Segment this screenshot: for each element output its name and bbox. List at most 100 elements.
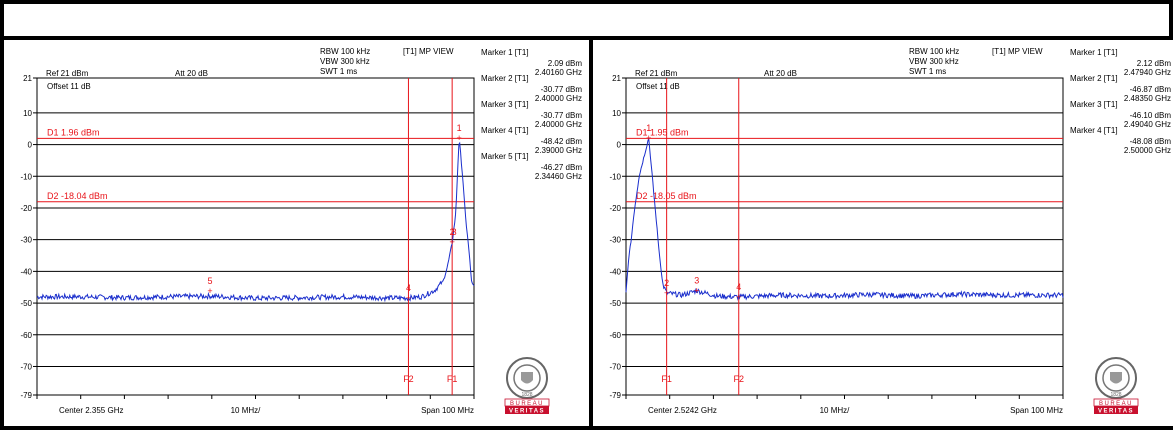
marker-3-frequency: 2.40000 GHz xyxy=(535,120,582,129)
marker-label-2: 2 xyxy=(664,278,669,288)
logo-bottom-band xyxy=(505,406,549,414)
attenuation-label: Att 20 dB xyxy=(175,69,208,78)
y-tick-label: -70 xyxy=(609,362,621,371)
frequency-line-label-f1: F1 xyxy=(661,374,672,384)
center-frequency-label: Center 2.5242 GHz xyxy=(648,406,717,415)
marker-symbol-4: + xyxy=(406,293,411,303)
plot-area xyxy=(625,77,1064,396)
bureau-veritas-logo: 1828 BUREAU VERITAS xyxy=(1093,357,1139,415)
ref-level-label: Ref 21 dBm xyxy=(46,69,89,78)
swt-label: SWT 1 ms xyxy=(909,67,946,76)
y-tick-label: 0 xyxy=(617,141,622,150)
y-tick-label: 21 xyxy=(612,74,621,83)
marker-2-frequency: 2.40000 GHz xyxy=(535,94,582,103)
marker-5-title: Marker 5 [T1] xyxy=(481,152,529,161)
frequency-line-label-f2: F2 xyxy=(733,374,744,384)
display-line-label-2: D2 -18.04 dBm xyxy=(47,191,108,201)
marker-1-level: 2.12 dBm xyxy=(1137,59,1172,68)
y-tick-label: -20 xyxy=(20,204,32,213)
panel-divider xyxy=(589,36,593,430)
y-tick-label: -50 xyxy=(20,299,32,308)
marker-symbol-1: + xyxy=(646,133,651,143)
display-line-label-1: D1 1.95 dBm xyxy=(636,127,689,137)
marker-symbol-3: + xyxy=(450,237,455,247)
vbw-label: VBW 300 kHz xyxy=(320,57,370,66)
spectrum-trace xyxy=(625,138,1064,301)
marker-5-level: -46.27 dBm xyxy=(541,163,583,172)
span-label: Span 100 MHz xyxy=(421,406,474,415)
marker-4-frequency: 2.39000 GHz xyxy=(535,146,582,155)
logo-year: 1828 xyxy=(521,392,532,398)
offset-label: Offset 11 dB xyxy=(47,82,91,91)
marker-label-4: 4 xyxy=(736,282,741,292)
y-tick-label: -79 xyxy=(609,391,621,400)
y-tick-label: -70 xyxy=(20,362,32,371)
frequency-line-label-f1: F1 xyxy=(447,374,458,384)
swt-label: SWT 1 ms xyxy=(320,67,357,76)
y-tick-label: -30 xyxy=(609,236,621,245)
marker-label-4: 4 xyxy=(406,283,411,293)
display-line-label-1: D1 1.96 dBm xyxy=(47,127,100,137)
marker-2-level: -30.77 dBm xyxy=(541,85,583,94)
marker-label-3: 3 xyxy=(452,227,457,237)
marker-symbol-5: + xyxy=(207,286,212,296)
marker-4-level: -48.42 dBm xyxy=(541,137,583,146)
span-label: Span 100 MHz xyxy=(1010,406,1063,415)
spectrum-panel-left: RBW 100 kHz VBW 300 kHz SWT 1 ms [T1] MP VI… xyxy=(4,40,589,426)
division-label: 10 MHz/ xyxy=(820,406,851,415)
marker-5-frequency: 2.34460 GHz xyxy=(535,172,582,181)
y-tick-label: -10 xyxy=(20,172,32,181)
marker-symbol-3: + xyxy=(694,286,699,296)
y-tick-label: -20 xyxy=(609,204,621,213)
marker-4-frequency: 2.50000 GHz xyxy=(1124,146,1171,155)
logo-bottom-text: VERITAS xyxy=(509,409,545,415)
marker-1-frequency: 2.47940 GHz xyxy=(1124,68,1171,77)
marker-symbol-1: + xyxy=(457,133,462,143)
marker-1-title: Marker 1 [T1] xyxy=(481,48,529,57)
logo-top-text: BUREAU xyxy=(510,401,544,407)
marker-symbol-4: + xyxy=(736,292,741,302)
title-bar xyxy=(4,4,1169,40)
y-tick-label: -60 xyxy=(20,331,32,340)
marker-symbol-2: + xyxy=(450,237,455,247)
division-label: 10 MHz/ xyxy=(231,406,262,415)
y-tick-label: 21 xyxy=(23,74,32,83)
marker-2-frequency: 2.48350 GHz xyxy=(1124,94,1171,103)
marker-1-level: 2.09 dBm xyxy=(548,59,583,68)
marker-2-level: -46.87 dBm xyxy=(1130,85,1172,94)
marker-3-title: Marker 3 [T1] xyxy=(481,100,529,109)
y-tick-label: -50 xyxy=(609,299,621,308)
marker-label-3: 3 xyxy=(694,276,699,286)
marker-3-level: -46.10 dBm xyxy=(1130,111,1172,120)
y-tick-label: -40 xyxy=(20,267,32,276)
y-tick-label: -79 xyxy=(20,391,32,400)
y-tick-label: 10 xyxy=(612,109,621,118)
y-tick-label: -10 xyxy=(609,172,621,181)
marker-4-level: -48.08 dBm xyxy=(1130,137,1172,146)
marker-4-title: Marker 4 [T1] xyxy=(1070,126,1118,135)
logo-bottom-text: VERITAS xyxy=(1098,409,1134,415)
vbw-label: VBW 300 kHz xyxy=(909,57,959,66)
marker-3-title: Marker 3 [T1] xyxy=(1070,100,1118,109)
marker-label-2: 2 xyxy=(450,227,455,237)
marker-label-5: 5 xyxy=(208,276,213,286)
marker-1-frequency: 2.40160 GHz xyxy=(535,68,582,77)
marker-label-1: 1 xyxy=(457,123,462,133)
marker-4-title: Marker 4 [T1] xyxy=(481,126,529,135)
ref-level-label: Ref 21 dBm xyxy=(635,69,678,78)
view-mode-label: [T1] MP VIEW xyxy=(992,47,1043,56)
logo-shield-icon xyxy=(521,372,533,384)
logo-year: 1828 xyxy=(1110,392,1121,398)
logo-top-text: BUREAU xyxy=(1099,401,1133,407)
center-frequency-label: Center 2.355 GHz xyxy=(59,406,123,415)
marker-symbol-2: + xyxy=(664,288,669,298)
bureau-veritas-logo: 1828 BUREAU VERITAS xyxy=(504,357,550,415)
view-mode-label: [T1] MP VIEW xyxy=(403,47,454,56)
y-tick-label: 10 xyxy=(23,109,32,118)
logo-shield-icon xyxy=(1110,372,1122,384)
spectrum-trace xyxy=(36,141,475,303)
marker-label-1: 1 xyxy=(646,123,651,133)
y-tick-label: 0 xyxy=(28,141,33,150)
